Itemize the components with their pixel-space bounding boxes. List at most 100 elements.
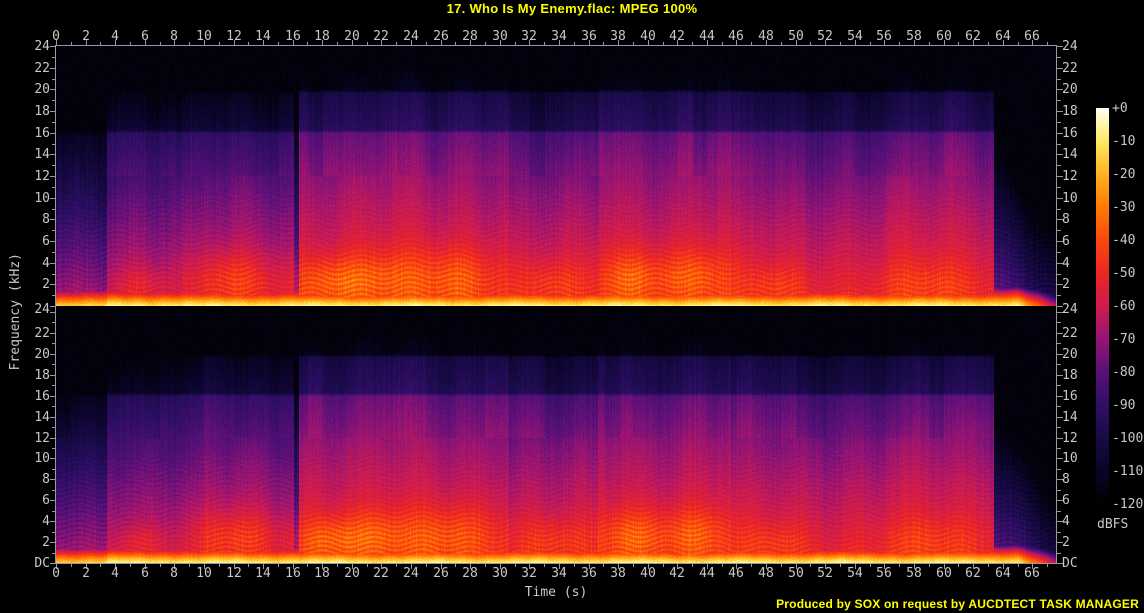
y-tick (1057, 396, 1063, 397)
x-tick (500, 40, 501, 45)
y-tick-label: 20 (34, 347, 50, 362)
y-tick-label: 14 (34, 147, 50, 162)
x-tick (663, 564, 664, 567)
y-tick (52, 122, 56, 123)
x-tick (278, 42, 279, 45)
x-tick (174, 564, 175, 569)
x-tick (766, 40, 767, 45)
x-tick (307, 564, 308, 567)
y-tick-label: 14 (1062, 147, 1078, 162)
x-tick (692, 42, 693, 45)
x-tick (559, 564, 560, 569)
y-tick (52, 406, 56, 407)
x-tick-label: 12 (226, 566, 242, 581)
page-title: 17. Who Is My Enemy.flac: MPEG 100% (446, 1, 698, 16)
spectrogram-right-channel (56, 312, 1056, 563)
y-tick (50, 500, 56, 501)
y-tick-label: 24 (34, 302, 50, 317)
x-tick (870, 42, 871, 45)
y-tick (1057, 187, 1061, 188)
y-tick-label: 20 (1062, 347, 1078, 362)
y-tick (1057, 521, 1063, 522)
y-tick-label: 20 (34, 82, 50, 97)
y-tick-label: 10 (1062, 451, 1078, 466)
x-tick-label: 36 (581, 566, 597, 581)
x-tick (189, 42, 190, 45)
x-tick (603, 42, 604, 45)
y-tick-label: 24 (34, 39, 50, 54)
bottom-axis-line (56, 563, 1057, 564)
y-tick (1057, 375, 1063, 376)
x-tick (781, 42, 782, 45)
x-tick (929, 564, 930, 567)
y-tick (1057, 563, 1063, 564)
y-tick (50, 46, 56, 47)
x-tick (515, 564, 516, 567)
x-tick-label: 60 (936, 566, 952, 581)
x-tick (855, 40, 856, 45)
y-tick (50, 111, 56, 112)
y-tick (1057, 500, 1063, 501)
x-tick-label: 4 (111, 29, 119, 44)
x-tick (958, 42, 959, 45)
x-tick (589, 564, 590, 569)
y-tick (1057, 252, 1061, 253)
x-tick (500, 564, 501, 569)
x-tick (204, 564, 205, 569)
x-tick (367, 42, 368, 45)
x-tick (234, 564, 235, 569)
y-tick (52, 322, 56, 323)
x-tick (248, 42, 249, 45)
legend-tick-label: -110 (1112, 464, 1144, 479)
x-tick-label: 38 (610, 566, 626, 581)
x-tick (1032, 40, 1033, 45)
y-tick (52, 511, 56, 512)
y-tick (1057, 333, 1063, 334)
x-tick (603, 564, 604, 567)
x-tick (973, 564, 974, 569)
y-tick (50, 438, 56, 439)
y-tick (50, 154, 56, 155)
y-tick (1057, 343, 1061, 344)
x-tick (278, 564, 279, 567)
x-tick (455, 42, 456, 45)
x-tick (293, 40, 294, 45)
y-tick (1057, 385, 1061, 386)
x-tick (204, 40, 205, 45)
x-tick (899, 564, 900, 567)
x-axis-title: Time (s) (524, 585, 588, 600)
x-tick-label: 36 (581, 29, 597, 44)
x-tick-label: 30 (492, 29, 508, 44)
y-tick (50, 241, 56, 242)
x-tick (736, 564, 737, 569)
y-tick-label: 18 (34, 368, 50, 383)
y-tick-label: 8 (1062, 212, 1070, 227)
y-tick-label: 14 (1062, 410, 1078, 425)
y-tick (1057, 306, 1063, 307)
x-tick-label: 66 (1024, 566, 1040, 581)
legend-tick-label: -50 (1112, 266, 1136, 281)
x-tick (707, 564, 708, 569)
x-tick (485, 564, 486, 567)
x-tick (529, 40, 530, 45)
x-tick-label: 64 (995, 29, 1011, 44)
y-tick (1057, 57, 1061, 58)
legend-tick-label: -60 (1112, 299, 1136, 314)
y-tick-label: 10 (34, 191, 50, 206)
x-tick (677, 40, 678, 45)
x-tick (381, 40, 382, 45)
legend-tick-label: -30 (1112, 200, 1136, 215)
y-tick (50, 521, 56, 522)
y-tick-label: 2 (1062, 535, 1070, 550)
x-tick-label: 62 (965, 29, 981, 44)
y-tick-label: 8 (42, 472, 50, 487)
x-tick-label: 20 (344, 566, 360, 581)
y-tick (1057, 111, 1063, 112)
x-tick-label: 38 (610, 29, 626, 44)
y-tick (50, 458, 56, 459)
y-tick-label: 10 (1062, 191, 1078, 206)
x-tick-label: 34 (551, 566, 567, 581)
y-tick-label: 4 (42, 514, 50, 529)
x-tick (396, 564, 397, 567)
